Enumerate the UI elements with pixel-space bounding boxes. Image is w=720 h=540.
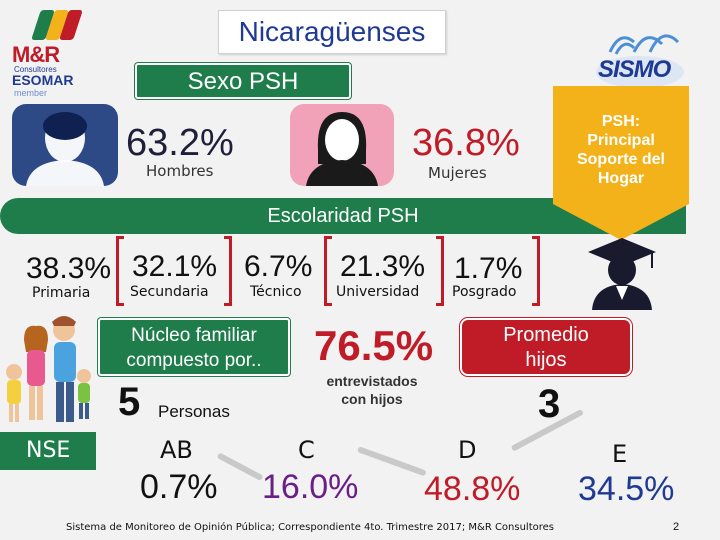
tecnico-pct: 6.7% bbox=[244, 250, 313, 283]
bracket-divider bbox=[436, 236, 444, 306]
banner-line-1: PSH: bbox=[601, 113, 641, 130]
primaria-pct: 38.3% bbox=[26, 252, 112, 285]
promedio-line-2: hijos bbox=[525, 349, 567, 371]
universidad-pct: 21.3% bbox=[340, 250, 426, 283]
bracket-divider bbox=[224, 236, 232, 306]
hijos-label-line-1: entrevistados bbox=[326, 373, 418, 389]
female-avatar-icon bbox=[290, 104, 394, 186]
sismo-logo-text: SISMO bbox=[598, 56, 671, 83]
banner-line-2: Principal bbox=[587, 132, 655, 149]
nucleo-value: 5 bbox=[118, 380, 141, 424]
page-title: Nicaragüenses bbox=[218, 10, 446, 54]
mujeres-pct: 36.8% bbox=[412, 122, 520, 164]
logo-consultores-text: Consultores bbox=[14, 65, 57, 74]
sismo-logo: SISMO bbox=[590, 22, 686, 94]
divider-slash bbox=[216, 452, 264, 482]
secundaria-pct: 32.1% bbox=[132, 250, 218, 283]
promedio-value: 3 bbox=[538, 382, 561, 426]
nse-d-pct: 48.8% bbox=[424, 470, 521, 508]
bracket-divider bbox=[532, 236, 540, 306]
bracket-divider bbox=[116, 236, 124, 306]
posgrado-pct: 1.7% bbox=[454, 252, 523, 285]
hijos-pct: 76.5% bbox=[314, 322, 434, 369]
bracket-divider bbox=[324, 236, 332, 306]
banner-line-4: Hogar bbox=[597, 170, 645, 187]
universidad-label: Universidad bbox=[336, 284, 420, 300]
posgrado-label: Posgrado bbox=[452, 284, 517, 300]
tecnico-label: Técnico bbox=[250, 284, 302, 300]
nse-e-pct: 34.5% bbox=[578, 470, 675, 508]
nse-ab-label: AB bbox=[160, 436, 193, 464]
logo-member-text: member bbox=[14, 88, 48, 98]
sexo-psh-header: Sexo PSH bbox=[135, 63, 351, 99]
mr-consultores-logo: M&R Consultores ESOMAR member bbox=[8, 8, 86, 98]
nse-d-label: D bbox=[458, 436, 477, 464]
nse-ab-pct: 0.7% bbox=[140, 468, 218, 506]
promedio-hijos-box: Promedio hijos bbox=[460, 318, 632, 376]
mujeres-label: Mujeres bbox=[428, 164, 487, 182]
hijos-label: entrevistados con hijos bbox=[306, 372, 438, 408]
nse-c-label: C bbox=[298, 436, 315, 464]
primaria-label: Primaria bbox=[32, 285, 91, 301]
logo-esomar-text: ESOMAR bbox=[12, 72, 74, 88]
wave-icon bbox=[596, 34, 684, 88]
nse-c-pct: 16.0% bbox=[262, 468, 359, 506]
hombres-label: Hombres bbox=[146, 162, 214, 180]
logo-mr-text: M&R bbox=[12, 42, 60, 67]
divider-slash bbox=[356, 446, 427, 477]
nucleo-unit: Personas bbox=[158, 402, 230, 421]
footer-source: Sistema de Monitoreo de Opinión Pública;… bbox=[66, 522, 555, 533]
logo-stripes-icon bbox=[31, 10, 83, 42]
promedio-line-1: Promedio bbox=[503, 324, 589, 346]
nse-label: NSE bbox=[0, 432, 96, 470]
nucleo-familiar-box: Núcleo familiar compuesto por.. bbox=[98, 318, 290, 376]
family-icon bbox=[2, 312, 98, 428]
graduate-icon bbox=[584, 234, 660, 310]
hijos-label-line-2: con hijos bbox=[341, 391, 403, 407]
nse-e-label: E bbox=[612, 440, 628, 468]
secundaria-label: Secundaria bbox=[130, 284, 209, 300]
psh-banner: PSH: Principal Soporte del Hogar bbox=[553, 86, 689, 242]
page-number: 2 bbox=[673, 521, 680, 533]
hombres-pct: 63.2% bbox=[126, 122, 234, 164]
banner-line-3: Soporte del bbox=[576, 151, 665, 168]
male-avatar-icon bbox=[12, 104, 118, 186]
